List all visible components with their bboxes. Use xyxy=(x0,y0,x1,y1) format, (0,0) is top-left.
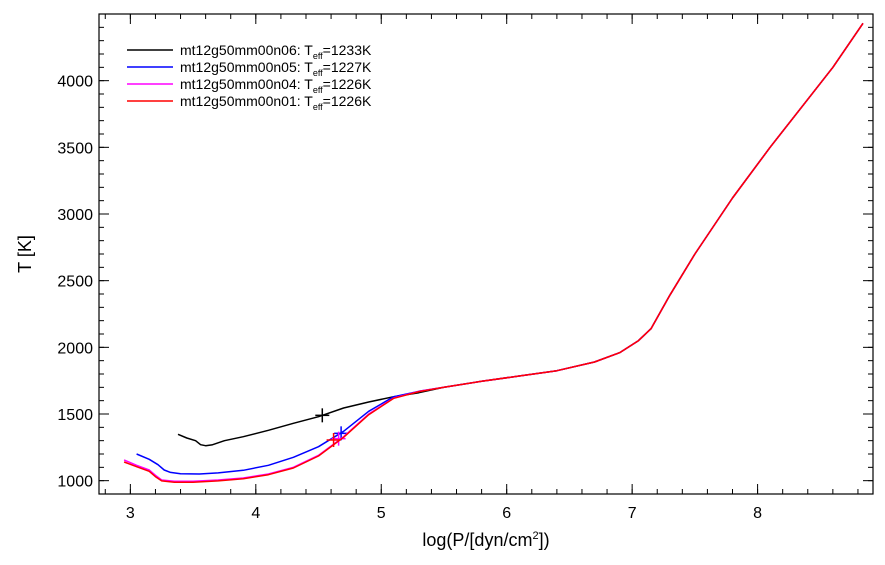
series-line-4 xyxy=(123,22,864,484)
y-tick-label: 3000 xyxy=(57,207,93,224)
legend-label: mt12g50mm00n01: Teff=1226K xyxy=(180,93,372,112)
legend-label: mt12g50mm00n04: Teff=1226K xyxy=(180,76,372,95)
legend: mt12g50mm00n06: Teff=1233Kmt12g50mm00n05… xyxy=(127,42,372,112)
y-tick-label: 2500 xyxy=(57,274,93,291)
x-tick-label: 3 xyxy=(126,505,135,522)
legend-item-3: mt12g50mm00n04: Teff=1226K xyxy=(127,76,372,95)
x-tick-label: 5 xyxy=(377,505,386,522)
x-axis-label: log(P/[dyn/cm2]) xyxy=(422,530,549,550)
series-group xyxy=(123,22,864,484)
legend-label: mt12g50mm00n05: Teff=1227K xyxy=(180,59,372,78)
legend-item-4: mt12g50mm00n01: Teff=1226K xyxy=(127,93,372,112)
y-tick-label: 3500 xyxy=(57,140,93,157)
y-tick-label: 1500 xyxy=(57,407,93,424)
x-tick-label: 6 xyxy=(502,505,511,522)
series-marker-1 xyxy=(315,408,330,423)
axes: 3 4 5 6 7 8 1000 1500 2000 2500 3000 3500 4000 xyxy=(57,13,874,522)
series-marker-4 xyxy=(326,433,341,447)
legend-label: mt12g50mm00n06: Teff=1233K xyxy=(180,42,372,61)
x-tick-label: 4 xyxy=(251,505,260,522)
x-tick-label: 8 xyxy=(753,505,762,522)
x-tick-label: 7 xyxy=(628,505,637,522)
y-tick-label: 1000 xyxy=(57,474,93,491)
legend-item-2: mt12g50mm00n05: Teff=1227K xyxy=(127,59,372,78)
y-tick-label: 4000 xyxy=(57,74,93,91)
y-tick-label: 2000 xyxy=(57,340,93,357)
y-axis-label: T [K] xyxy=(15,235,35,273)
series-line-3 xyxy=(123,22,864,483)
legend-item-1: mt12g50mm00n06: Teff=1233K xyxy=(127,42,372,61)
